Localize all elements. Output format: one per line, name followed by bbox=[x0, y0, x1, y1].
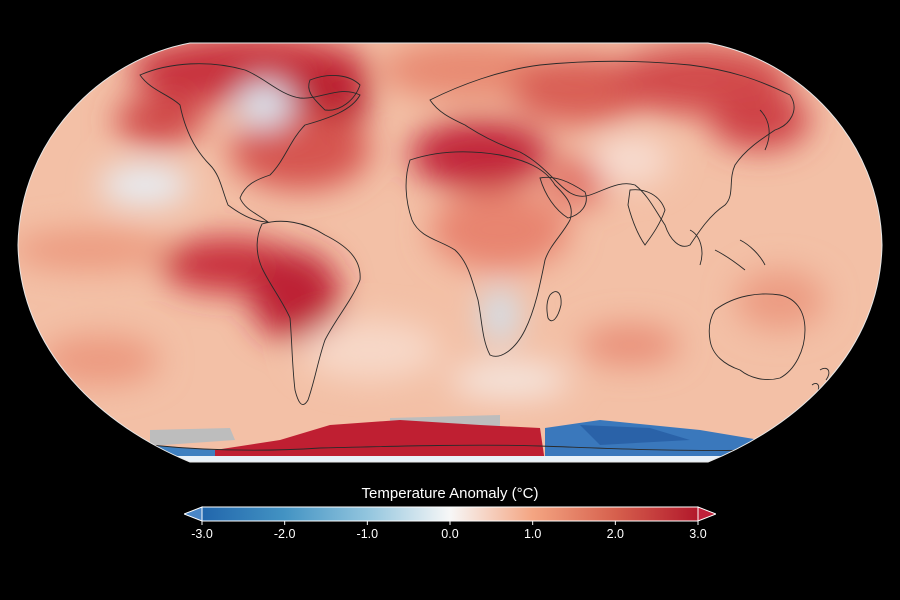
colorbar-tick-label: 2.0 bbox=[606, 527, 625, 541]
colorbar-title: Temperature Anomaly (°C) bbox=[361, 485, 539, 502]
coastlines bbox=[139, 60, 830, 451]
india-outline bbox=[627, 189, 666, 246]
southeast-asia-outline bbox=[689, 229, 766, 271]
arabia-outline bbox=[539, 176, 587, 219]
greenland-outline bbox=[308, 74, 361, 111]
colorbar-tick-label: -2.0 bbox=[273, 527, 296, 541]
colorbar-tick-label: 1.0 bbox=[523, 527, 542, 541]
colorbar-tick-label: -3.0 bbox=[191, 527, 213, 541]
globe-border bbox=[17, 42, 883, 463]
north-america-outline bbox=[139, 63, 361, 223]
temperature-anomaly-map bbox=[17, 42, 883, 463]
madagascar-outline bbox=[546, 291, 562, 322]
antarctica-anomaly bbox=[150, 415, 760, 462]
japan-outline bbox=[759, 109, 770, 151]
australia-outline bbox=[708, 293, 806, 381]
colorbar-gradient bbox=[201, 506, 699, 522]
colorbar-low-extend bbox=[184, 506, 203, 522]
colorbar-tick-label: 0.0 bbox=[441, 527, 459, 541]
colorbar-ticks bbox=[201, 521, 699, 525]
anomaly-field bbox=[18, 43, 882, 462]
africa-outline bbox=[405, 151, 572, 357]
colorbar-tick-label: 3.0 bbox=[689, 527, 707, 541]
colorbar-tick-label: -1.0 bbox=[356, 527, 379, 541]
legend: Temperature Anomaly (°C) bbox=[0, 480, 900, 600]
eurasia-outline bbox=[429, 60, 795, 247]
colorbar-high-extend bbox=[697, 506, 716, 522]
colorbar bbox=[184, 506, 716, 525]
south-america-outline bbox=[256, 220, 361, 405]
antarctica-coast bbox=[149, 444, 761, 451]
